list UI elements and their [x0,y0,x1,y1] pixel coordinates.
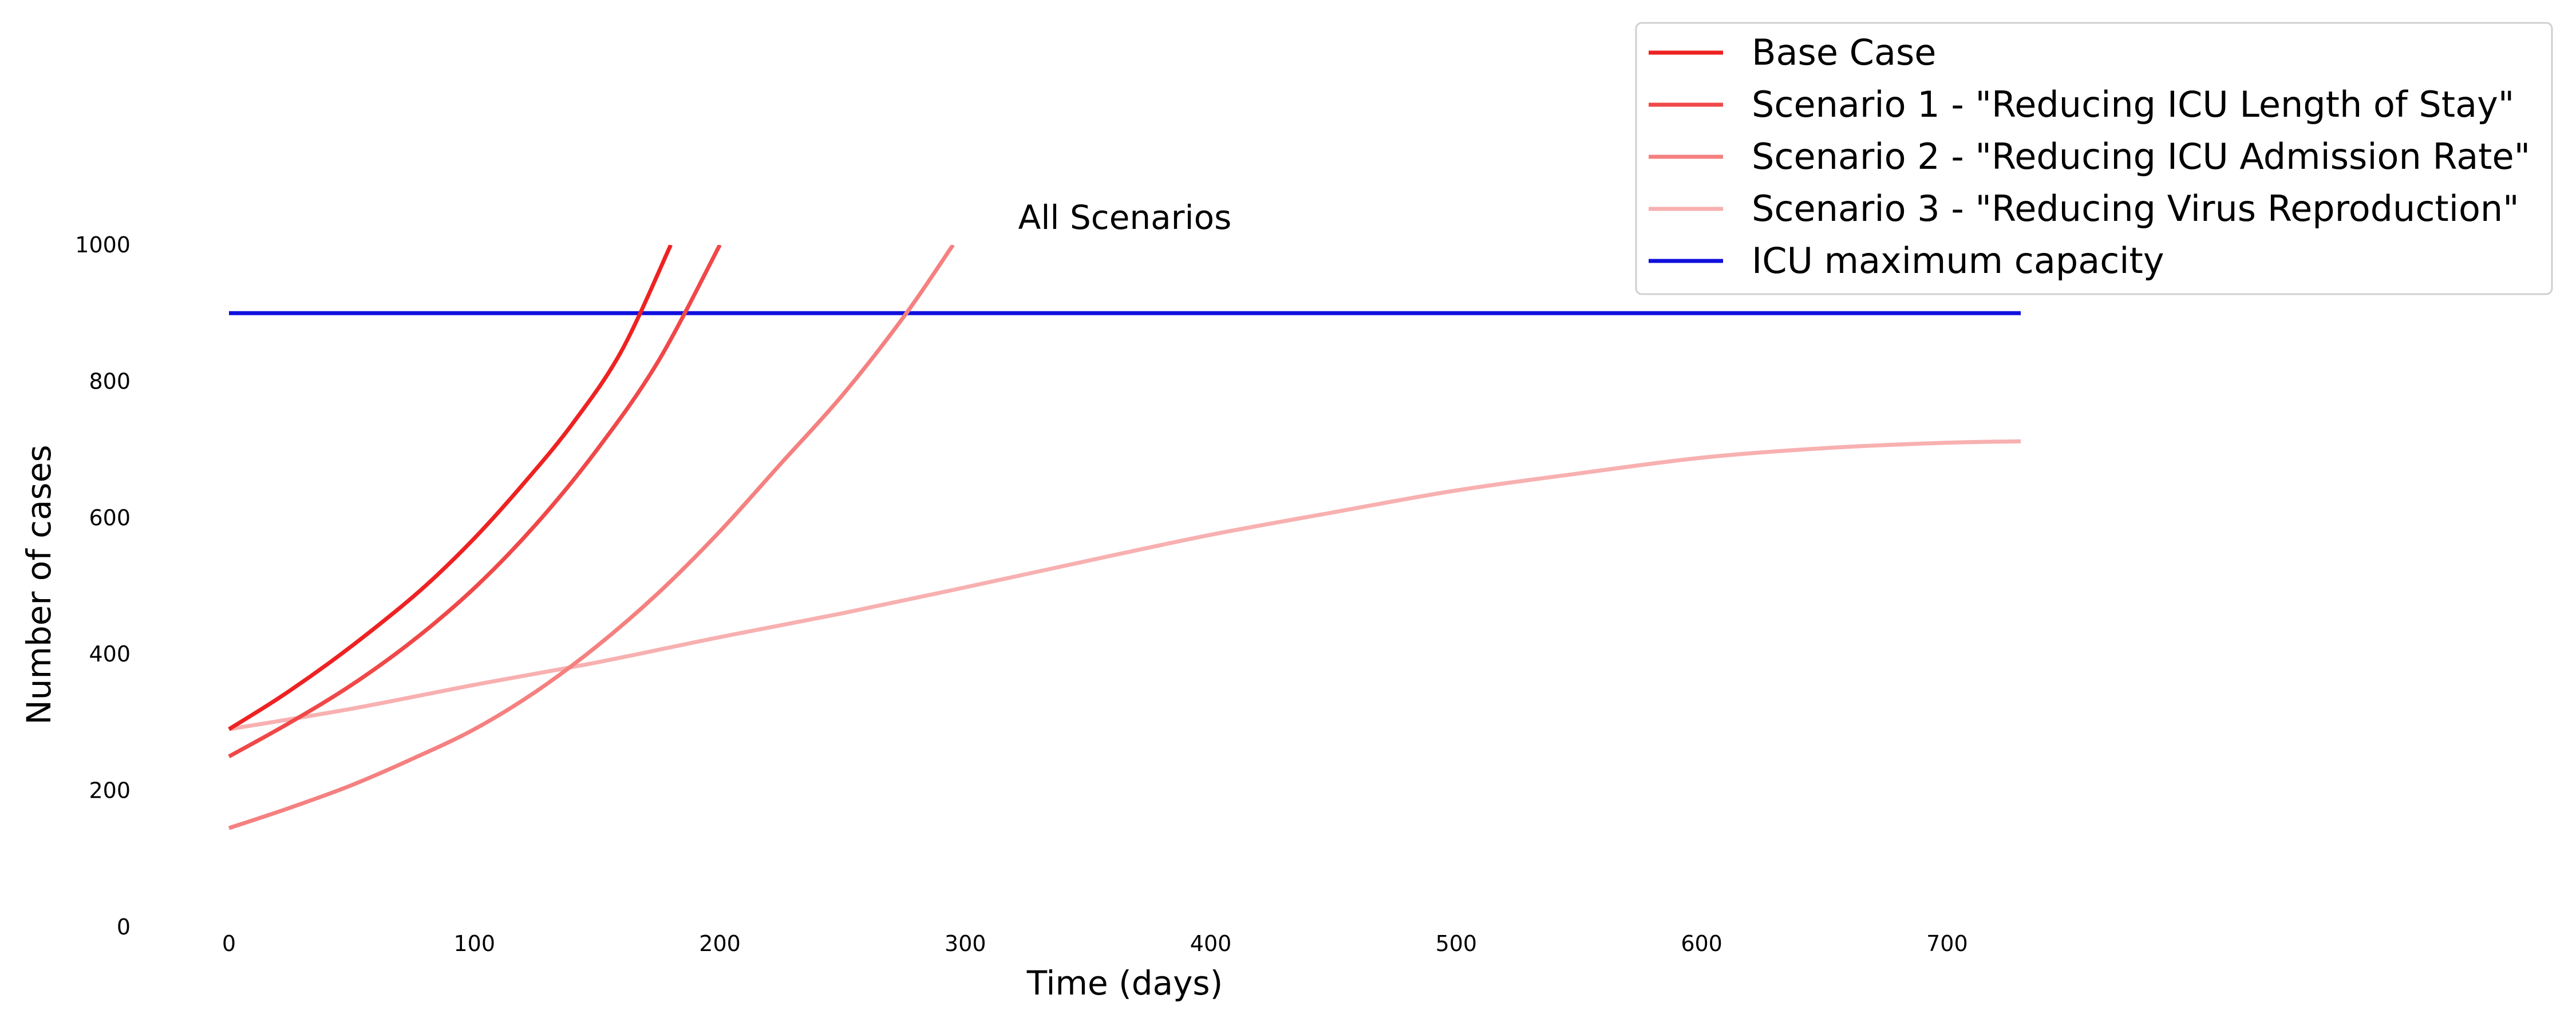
y-axis-label: Number of cases [19,445,58,724]
y-tick-label: 800 [89,369,131,394]
y-tick-label: 0 [117,914,131,940]
x-axis-ticks: 0 100 200 300 400 500 600 700 [222,931,1968,956]
x-tick-label: 200 [699,931,741,956]
legend-label: Scenario 2 - "Reducing ICU Admission Rat… [1752,136,2530,177]
legend-label: Base Case [1752,31,1936,73]
series-line-0 [228,245,673,731]
legend: Base Case Scenario 1 - "Reducing ICU Leng… [1635,22,2553,295]
y-tick-label: 200 [89,778,131,803]
legend-items: Base Case Scenario 1 - "Reducing ICU Leng… [1649,31,2530,282]
series-lines [228,245,2021,830]
x-tick-label: 700 [1926,931,1968,956]
series-line-3 [228,439,2021,731]
x-tick-label: 300 [945,931,986,956]
x-tick-label: 400 [1190,931,1232,956]
x-tick-label: 600 [1681,931,1722,956]
x-axis-label: Time (days) [1026,964,1223,1003]
y-tick-label: 600 [89,505,131,530]
y-axis-ticks: 0 200 400 600 800 1000 [75,232,131,940]
series-line-2 [228,245,955,830]
legend-frame [1635,22,2553,295]
y-tick-label: 400 [89,641,131,667]
series-line-1 [228,245,722,759]
x-tick-label: 500 [1436,931,1477,956]
y-tick-label: 1000 [75,232,131,258]
x-tick-label: 100 [454,931,496,956]
legend-label: Scenario 1 - "Reducing ICU Length of Sta… [1752,84,2514,125]
legend-label: ICU maximum capacity [1752,240,2164,282]
legend-label: Scenario 3 - "Reducing Virus Reproductio… [1752,188,2519,229]
chart-title: All Scenarios [1018,198,1232,237]
x-tick-label: 0 [222,931,236,956]
